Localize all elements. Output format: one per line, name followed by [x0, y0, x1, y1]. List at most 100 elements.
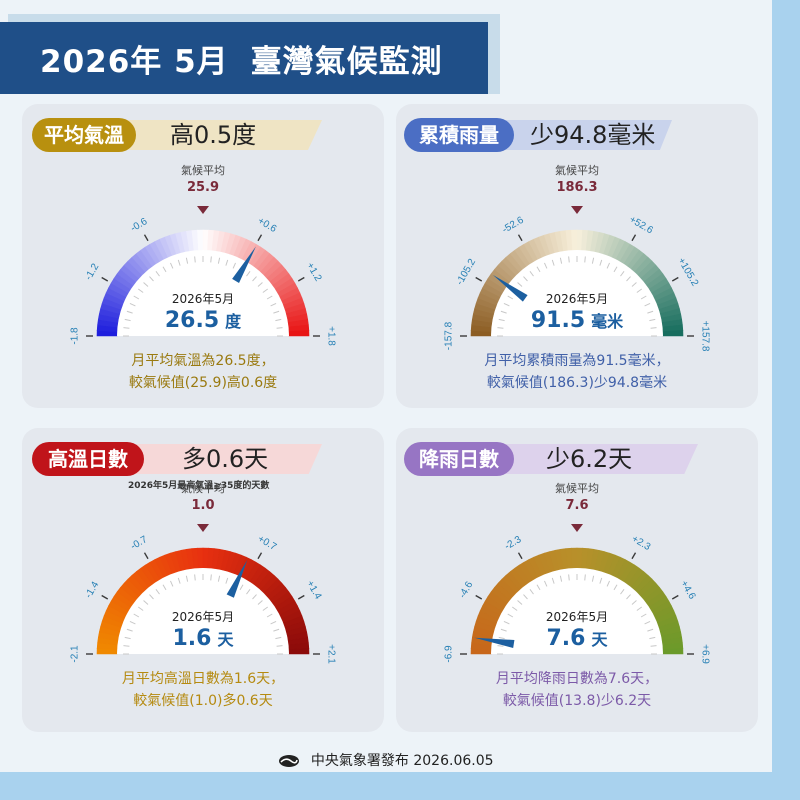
gauge-minor-tick [551, 577, 555, 584]
panel-rainfall: 累積雨量 少94.8毫米 -157.8 -105.2 -52.6 +52.6 +105.… [396, 104, 758, 408]
gauge-needle [232, 246, 256, 283]
gauge-minor-tick [517, 600, 523, 605]
gauge-minor-tick [500, 628, 507, 632]
gauge-minor-tick [649, 318, 656, 322]
gauge-minor-tick [143, 600, 149, 605]
gauge-minor-tick [503, 621, 510, 625]
gauge-minor-tick [650, 645, 657, 647]
gauge-minor-tick [257, 600, 263, 605]
climate-average-label: 氣候平均 [555, 482, 599, 495]
gauge-minor-tick [507, 613, 514, 618]
ribbon-temperature: 高0.5度 [122, 120, 322, 150]
climate-average-marker [571, 206, 583, 214]
gauge-minor-tick [584, 574, 586, 581]
description-line-2: 較氣候值(1.0)多0.6天 [133, 693, 273, 709]
gauge-minor-tick [162, 266, 167, 273]
gauge-minor-tick [631, 600, 637, 605]
gauge-minor-tick [606, 580, 610, 587]
gauge-band-segment [571, 229, 578, 251]
gauge-center [133, 584, 273, 654]
gauge-major-tick [671, 276, 679, 282]
climate-average-label: 氣候平均 [181, 482, 225, 495]
ribbon-text: 多0.6天 [182, 445, 269, 473]
gauge-minor-tick [232, 262, 236, 269]
gauge-minor-tick [523, 276, 528, 282]
gauge-minor-tick [133, 295, 140, 300]
gauge-minor-tick [640, 295, 647, 300]
gauge-tick-label: -2.1 [70, 645, 81, 663]
gauge-tick-label: +2.1 [325, 644, 336, 664]
gauge-minor-tick [124, 318, 131, 322]
gauge-minor-tick [626, 276, 631, 282]
gauge-major-tick [517, 552, 523, 560]
gauge-minor-tick [257, 282, 263, 287]
center-month: 2026年5月 [545, 292, 609, 306]
gauge-major-tick [631, 552, 637, 560]
page-title: 2026年 5月 臺灣氣候監測 [0, 22, 488, 94]
panel-temperature: 平均氣溫 高0.5度 -1.8 -1.2 -0.6 +0.6 +1.2 +1.8 氣候平均 2… [22, 104, 384, 408]
gauge-minor-tick [225, 259, 229, 266]
climate-average-marker [197, 524, 209, 532]
gauge-minor-tick [613, 584, 618, 591]
page-card: 2026年 5月 臺灣氣候監測 平均氣溫 高0.5度 -1.8 -1.2 -0.6 +… [0, 0, 772, 772]
gauge-minor-tick [185, 575, 189, 582]
gauge-major-tick [101, 594, 109, 600]
gauge-minor-tick [599, 259, 603, 266]
gauge-minor-tick [246, 270, 251, 277]
gauge-tick-label: +2.3 [630, 534, 653, 554]
gauge-minor-tick [275, 636, 282, 640]
gauge-tick-label: -1.2 [83, 261, 101, 282]
gauge-needle [226, 559, 248, 598]
gauge-tick-label: +157.8 [699, 321, 710, 352]
gauge-major-tick [101, 276, 109, 282]
gauge-minor-tick [523, 594, 528, 600]
gauge-band-segment [197, 229, 204, 251]
climate-average-label: 氣候平均 [555, 164, 599, 177]
gauge-major-tick [517, 234, 523, 242]
gauge-major-tick [671, 594, 679, 600]
gauge-minor-tick [631, 282, 637, 287]
gauge-minor-tick [544, 262, 548, 269]
gauge-major-tick [143, 552, 149, 560]
gauge-minor-tick [133, 613, 140, 618]
gauge-center [133, 266, 273, 336]
footer-text: 中央氣象署發布 2026.06.05 [310, 753, 494, 769]
gauge-tick-label: -6.9 [444, 645, 455, 663]
gauge-minor-tick [170, 262, 174, 269]
gauge-band-segment [197, 547, 204, 569]
gauge-minor-tick [647, 628, 654, 632]
gauge-center [507, 266, 647, 336]
gauge-minor-tick [129, 303, 136, 307]
footer: 中央氣象署發布 2026.06.05 [0, 750, 772, 770]
gauge-minor-tick [606, 262, 610, 269]
gauge-minor-tick [155, 588, 160, 595]
gauge-minor-tick [177, 577, 181, 584]
gauge-minor-tick [517, 282, 523, 287]
gauge-band-segment [571, 547, 578, 569]
gauge-tick-label: -105.2 [454, 257, 478, 287]
gauge-tick-label: -4.6 [457, 579, 475, 600]
gauge-major-tick [297, 276, 305, 282]
gauge-minor-tick [529, 588, 534, 595]
gauge-minor-tick [194, 256, 196, 263]
gauge-minor-tick [511, 606, 518, 611]
gauge-minor-tick [276, 327, 283, 329]
climate-average-value: 186.3 [556, 180, 598, 195]
gauge-minor-tick [498, 318, 505, 322]
gauge-minor-tick [644, 303, 651, 307]
gauge-tick-label: +6.9 [699, 644, 710, 664]
gauge-minor-tick [544, 580, 548, 587]
gauge-minor-tick [507, 295, 514, 300]
gauge-major-tick [475, 276, 483, 282]
ribbon-rain-days: 少6.2天 [502, 444, 698, 474]
gauge-minor-tick [170, 580, 174, 587]
center-value-wrap: 91.5 毫米 [396, 308, 758, 333]
gauge-minor-tick [124, 636, 131, 640]
gauge-minor-tick [620, 270, 625, 277]
gauge-minor-tick [497, 645, 504, 647]
center-value: 91.5 [530, 308, 586, 333]
gauge-minor-tick [126, 310, 133, 314]
gauge-minor-tick [559, 575, 563, 582]
gauge-minor-tick [591, 575, 595, 582]
panel-rain-days: 降雨日數 少6.2天 -6.9 -4.6 -2.3 +2.3 +4.6 +6.9 氣候平均 7… [396, 428, 758, 732]
